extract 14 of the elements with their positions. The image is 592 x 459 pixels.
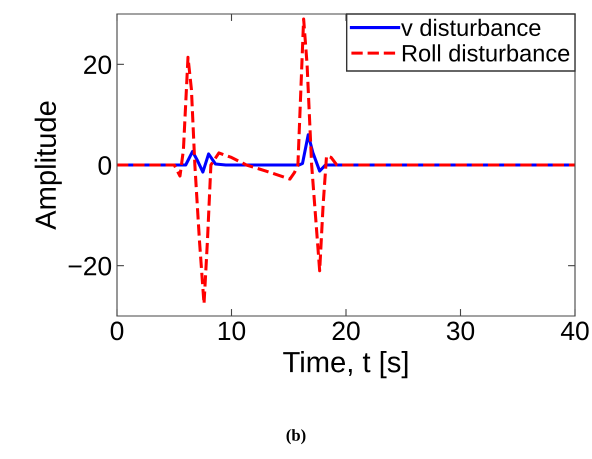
x-tick-label: 0 [110, 322, 124, 340]
x-tick-label: 20 [332, 322, 360, 340]
x-tick-label: 10 [218, 322, 246, 340]
x-axis-title: Time, t [s] [283, 351, 408, 378]
legend-label: v disturbance [401, 18, 540, 36]
text: (b) [286, 429, 306, 444]
y-tick-label: 0 [98, 156, 112, 175]
y-axis-title: Amplitude [34, 101, 62, 230]
x-tick-label: 40 [560, 322, 589, 340]
legend-label: Roll disturbance [402, 44, 570, 62]
y-tick-label: −20 [68, 256, 112, 276]
line-series [117, 18, 575, 306]
x-tick-label: 30 [446, 322, 474, 340]
y-tick-label: 20 [84, 55, 112, 74]
